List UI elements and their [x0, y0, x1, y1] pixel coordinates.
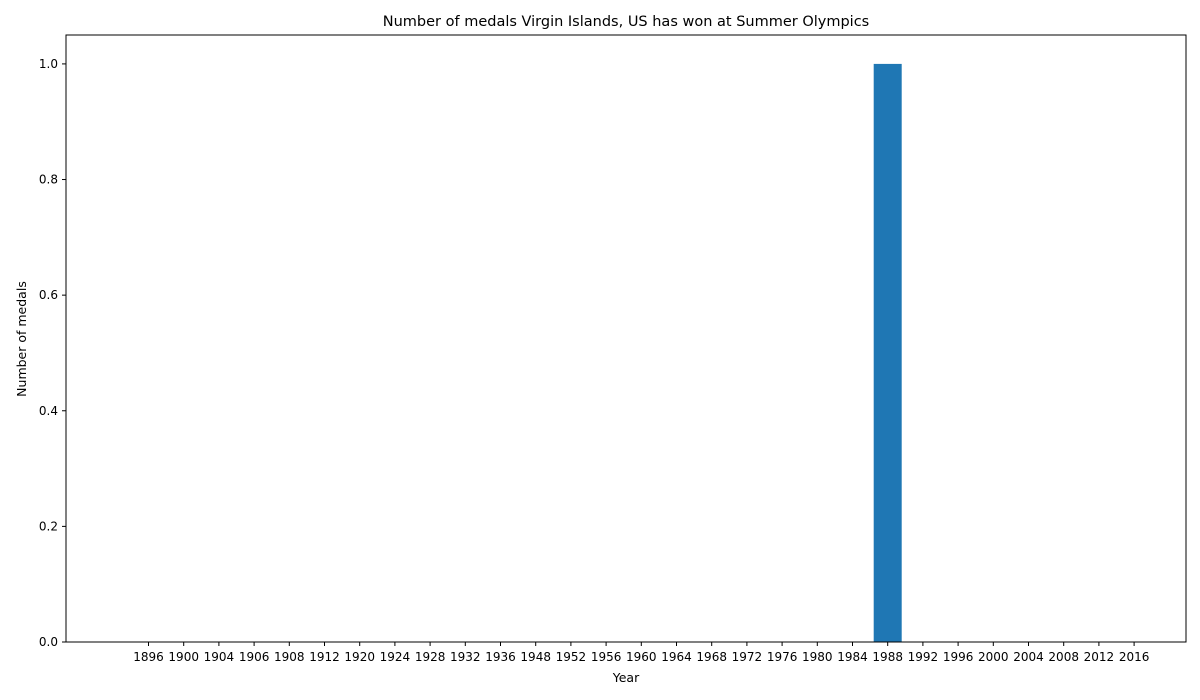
- x-tick-label: 2012: [1084, 650, 1115, 664]
- bars-layer: [873, 63, 902, 642]
- x-tick-label: 1932: [450, 650, 481, 664]
- y-tick-label: 0.0: [39, 635, 58, 649]
- x-tick-label: 2008: [1048, 650, 1079, 664]
- x-tick-label: 1956: [591, 650, 622, 664]
- x-tick-label: 1976: [767, 650, 798, 664]
- x-tick-label: 1948: [520, 650, 551, 664]
- x-tick-label: 1964: [661, 650, 692, 664]
- y-tick-label: 0.8: [39, 173, 58, 187]
- x-tick-label: 1960: [626, 650, 657, 664]
- y-tick-label: 1.0: [39, 57, 58, 71]
- x-tick-label: 1908: [274, 650, 305, 664]
- y-tick-label: 0.4: [39, 404, 58, 418]
- x-tick-label: 2016: [1119, 650, 1150, 664]
- x-tick-label: 1906: [239, 650, 270, 664]
- x-tick-label: 1972: [732, 650, 763, 664]
- x-tick-label: 1968: [696, 650, 727, 664]
- chart-title: Number of medals Virgin Islands, US has …: [383, 14, 869, 30]
- x-tick-label: 1936: [485, 650, 516, 664]
- plot-frame: [65, 34, 1187, 643]
- x-axis-ticks: 1896 1900 1904 1906 1908 1912 1920 1924 1928 1932…: [133, 642, 1149, 664]
- x-tick-label: 1924: [380, 650, 411, 664]
- y-tick-label: 0.2: [39, 519, 58, 533]
- x-tick-label: 2004: [1013, 650, 1044, 664]
- y-tick-label: 0.6: [39, 288, 58, 302]
- y-axis-label: Number of medals: [14, 281, 29, 397]
- x-tick-label: 1912: [309, 650, 340, 664]
- bar-1988: [873, 63, 902, 642]
- x-tick-label: 1980: [802, 650, 833, 664]
- x-tick-label: 1896: [133, 650, 164, 664]
- x-tick-label: 1988: [872, 650, 903, 664]
- x-tick-label: 1928: [415, 650, 446, 664]
- y-axis-ticks: 0.0 0.2 0.4 0.6 0.8 1.0: [39, 57, 66, 649]
- x-tick-label: 1952: [556, 650, 587, 664]
- x-tick-label: 1996: [943, 650, 974, 664]
- x-tick-label: 1904: [204, 650, 235, 664]
- x-tick-label: 1920: [344, 650, 375, 664]
- x-tick-label: 1900: [168, 650, 199, 664]
- x-tick-label: 2000: [978, 650, 1009, 664]
- x-axis-label: Year: [612, 670, 640, 685]
- x-tick-label: 1984: [837, 650, 868, 664]
- x-tick-label: 1992: [908, 650, 939, 664]
